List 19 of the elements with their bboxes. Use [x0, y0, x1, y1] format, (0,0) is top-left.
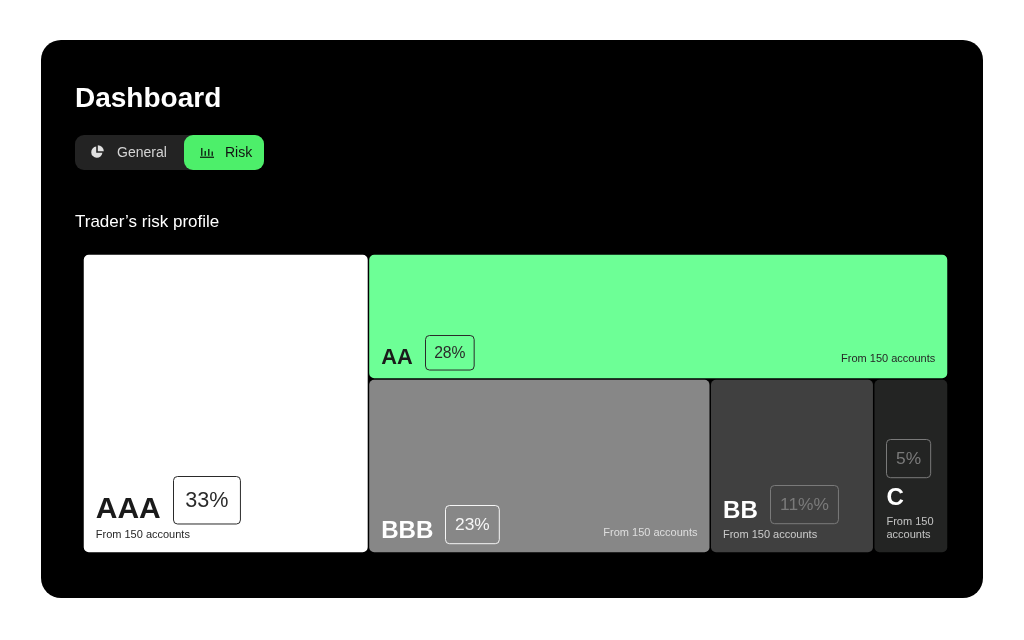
category-label: AA	[381, 344, 413, 370]
text: From 150 accounts	[886, 515, 934, 541]
text: From 150 accounts	[95, 528, 190, 541]
text: From 150 accounts	[603, 526, 698, 539]
data-label: 5%	[896, 447, 922, 468]
data-label: 28%	[434, 343, 466, 361]
data-label: 11%%	[780, 493, 829, 514]
text: Trader’s risk profile	[75, 212, 220, 232]
text: From 150 accounts	[841, 352, 936, 365]
data-label: 33%	[185, 486, 229, 512]
tab-button[interactable]: Risk	[184, 135, 264, 170]
text: From 150 accounts	[722, 528, 818, 541]
tab-button[interactable]: General	[75, 135, 184, 170]
category-label: BBB	[381, 516, 434, 544]
category-label: C	[886, 483, 904, 511]
category-label: BB	[722, 496, 758, 524]
data-label: 23%	[455, 513, 490, 534]
text: Dashboard	[75, 82, 222, 114]
category-label: AAA	[95, 491, 161, 525]
